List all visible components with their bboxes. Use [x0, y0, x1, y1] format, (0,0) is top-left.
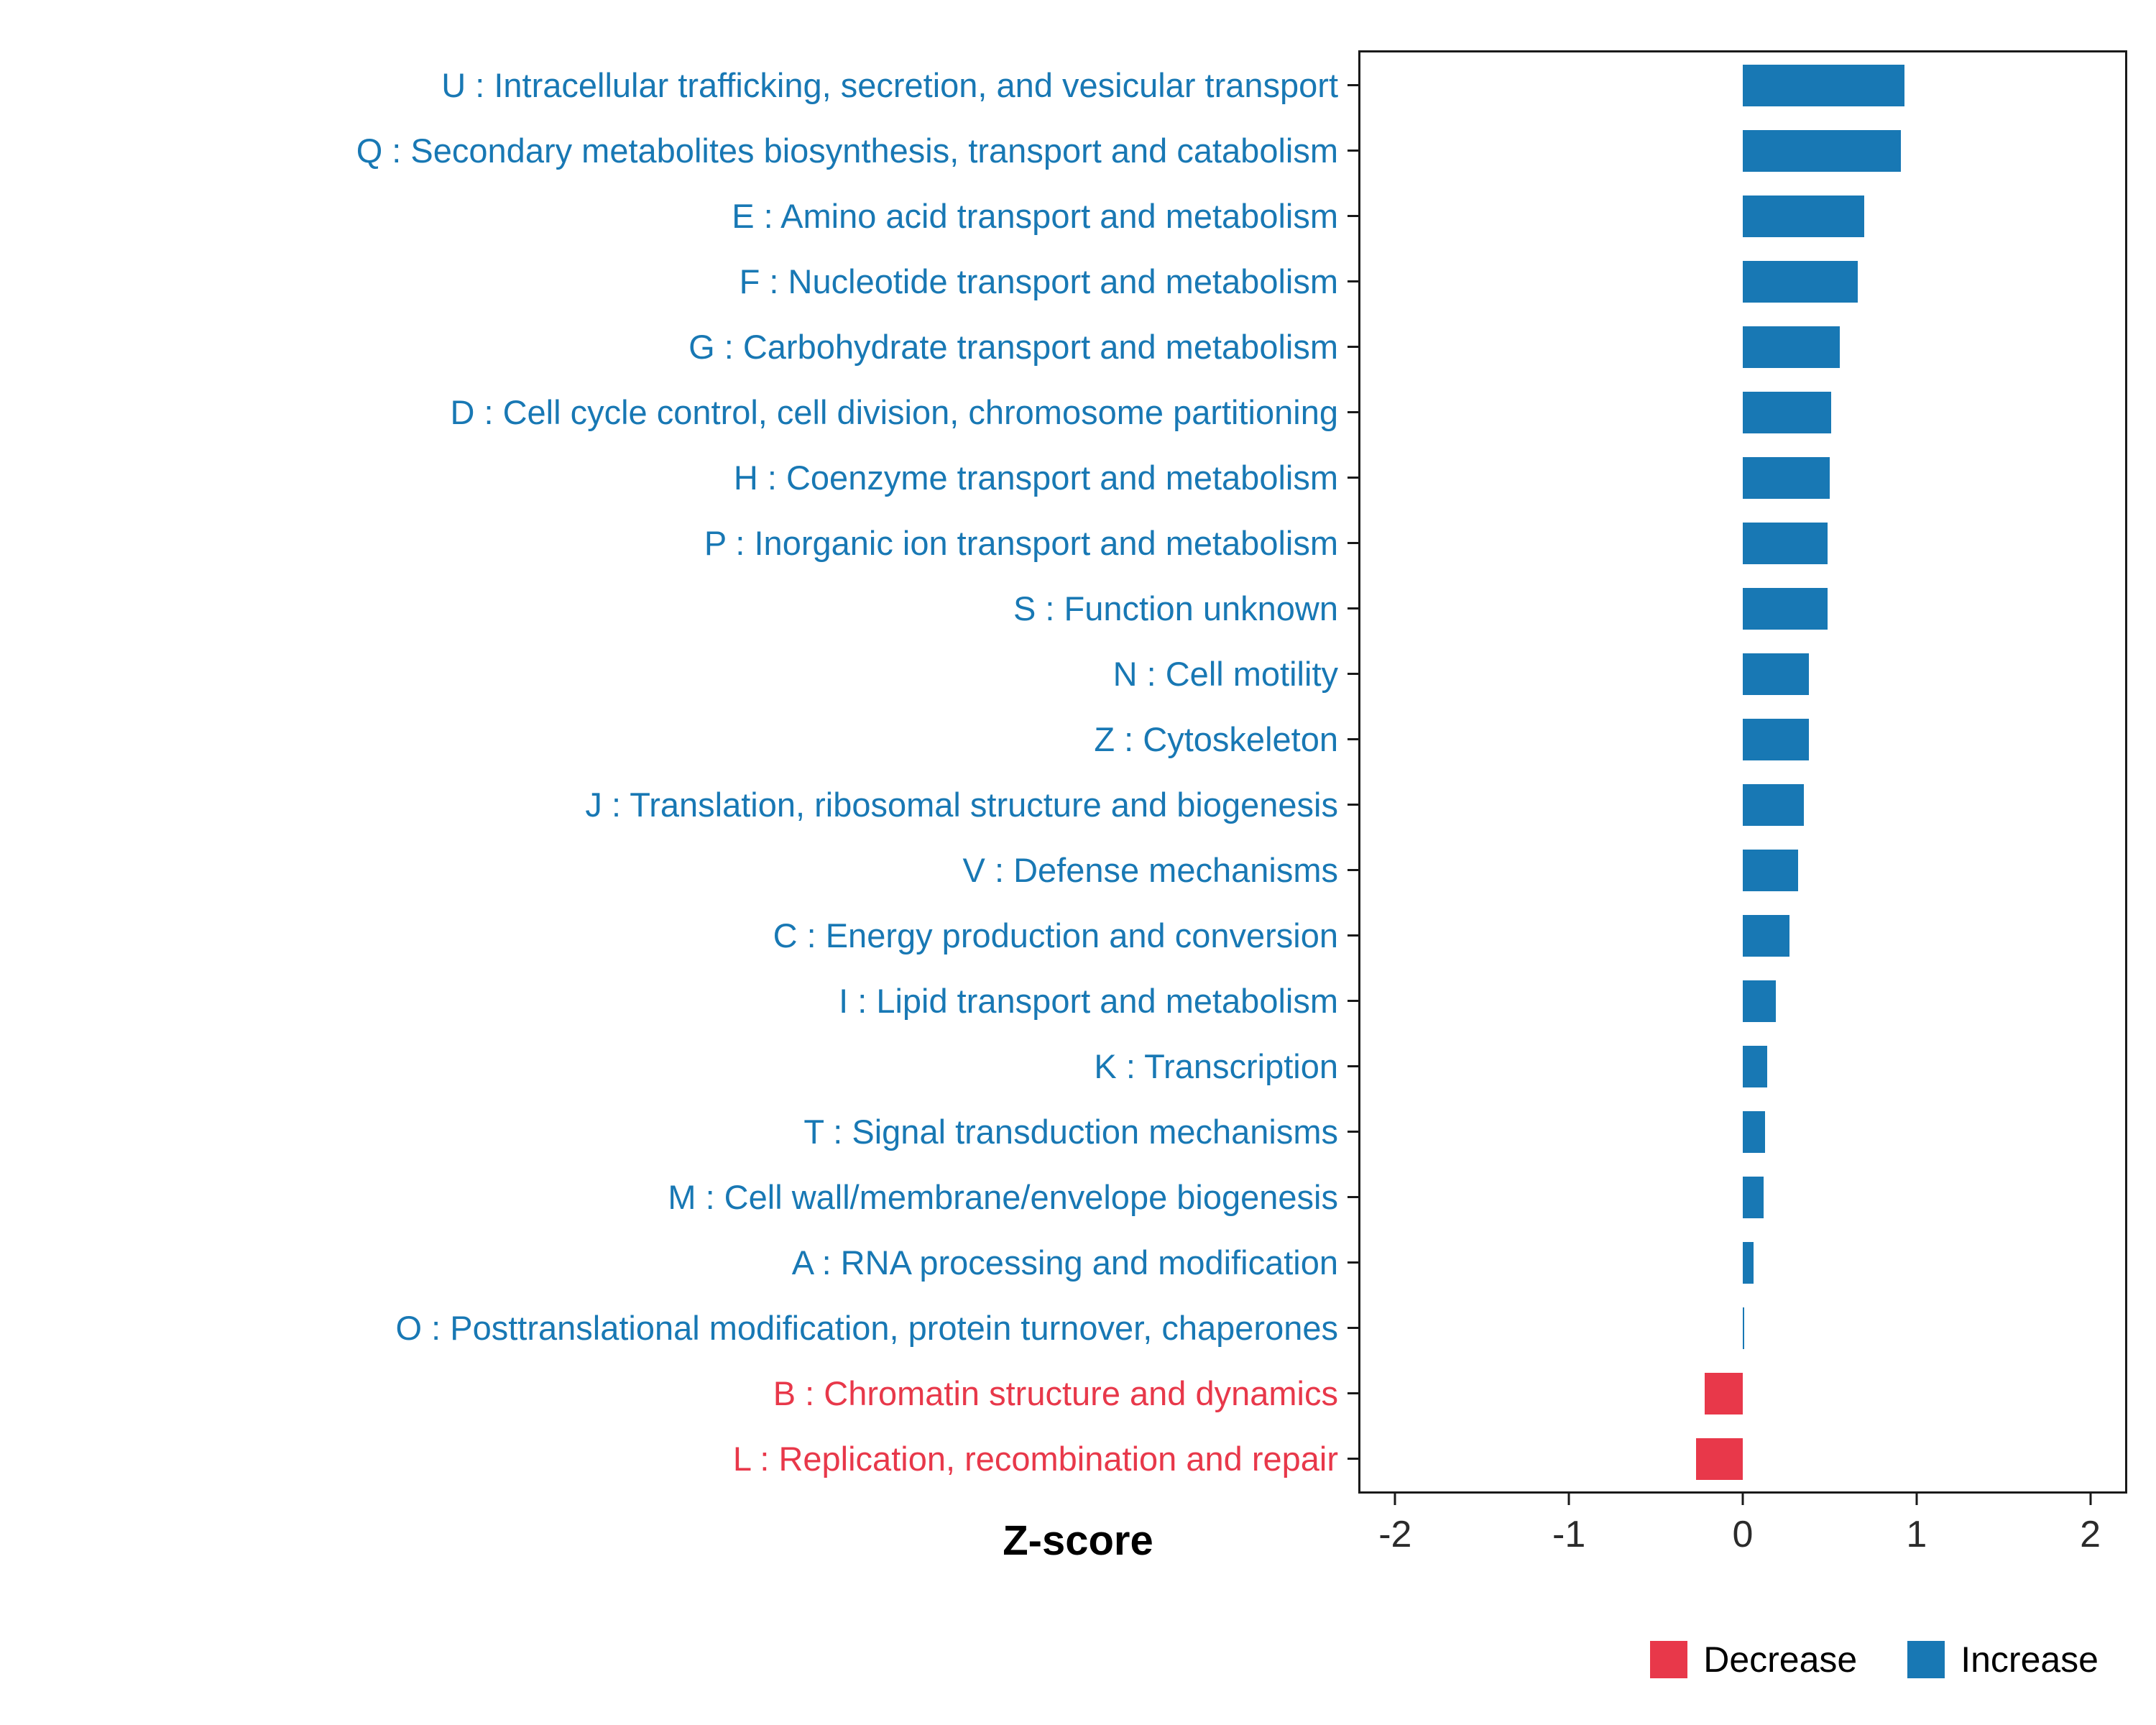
- y-axis-tick: [1348, 673, 1359, 675]
- y-axis-tick: [1348, 1065, 1359, 1067]
- y-axis-tick: [1348, 411, 1359, 413]
- category-label: N : Cell motility: [1112, 655, 1338, 693]
- bar: [1743, 1045, 1767, 1087]
- category-label: V : Defense mechanisms: [962, 851, 1338, 889]
- x-axis-tick: [1393, 1494, 1396, 1505]
- category-label: E : Amino acid transport and metabolism: [732, 197, 1338, 235]
- category-label: Q : Secondary metabolites biosynthesis, …: [356, 132, 1338, 170]
- legend-item-decrease: Decrease: [1650, 1639, 1857, 1680]
- y-axis-tick: [1348, 542, 1359, 544]
- y-axis-tick: [1348, 1392, 1359, 1394]
- x-axis-title: Z-score: [1003, 1517, 1153, 1564]
- category-label: T : Signal transduction mechanisms: [803, 1113, 1338, 1151]
- category-label: J : Translation, ribosomal structure and…: [585, 786, 1338, 824]
- bar: [1743, 522, 1828, 564]
- bar: [1743, 587, 1828, 630]
- bar: [1743, 849, 1799, 891]
- x-axis-tick: [1915, 1494, 1918, 1505]
- decrease-swatch: [1650, 1641, 1688, 1678]
- category-label: Z : Cytoskeleton: [1094, 720, 1338, 758]
- x-axis-tick-label: 2: [2080, 1514, 2101, 1555]
- legend-label-decrease: Decrease: [1703, 1639, 1858, 1680]
- y-axis-tick: [1348, 1458, 1359, 1460]
- y-axis-tick: [1348, 477, 1359, 479]
- category-labels: U : Intracellular trafficking, secretion…: [22, 50, 1358, 1494]
- bar: [1743, 1307, 1745, 1349]
- bar: [1743, 195, 1865, 237]
- bar: [1743, 260, 1858, 303]
- y-axis-tick: [1348, 1196, 1359, 1198]
- y-axis-tick: [1348, 869, 1359, 871]
- y-axis-tick: [1348, 1000, 1359, 1002]
- bar: [1743, 1176, 1764, 1218]
- y-axis-tick: [1348, 1261, 1359, 1264]
- y-axis-tick: [1348, 738, 1359, 740]
- y-axis-tick: [1348, 607, 1359, 610]
- category-label: F : Nucleotide transport and metabolism: [739, 262, 1338, 300]
- bar: [1743, 718, 1809, 760]
- y-axis-tick: [1348, 346, 1359, 348]
- x-axis-tick: [2089, 1494, 2092, 1505]
- y-axis-tick: [1348, 84, 1359, 86]
- bar: [1704, 1372, 1743, 1414]
- category-label: G : Carbohydrate transport and metabolis…: [688, 328, 1338, 366]
- x-axis-tick: [1567, 1494, 1570, 1505]
- x-axis-tick-label: 1: [1906, 1514, 1927, 1555]
- y-axis-tick: [1348, 804, 1359, 806]
- bar: [1743, 456, 1830, 499]
- category-label: K : Transcription: [1094, 1047, 1338, 1085]
- y-axis-tick: [1348, 1131, 1359, 1133]
- category-label: P : Inorganic ion transport and metaboli…: [704, 524, 1338, 562]
- legend-item-increase: Increase: [1907, 1639, 2099, 1680]
- x-axis-tick-label: -1: [1552, 1514, 1586, 1555]
- bar: [1743, 783, 1804, 826]
- category-label: U : Intracellular trafficking, secretion…: [441, 66, 1338, 104]
- category-label: S : Function unknown: [1013, 589, 1338, 627]
- x-axis-tick-label: 0: [1732, 1514, 1754, 1555]
- bar: [1743, 653, 1809, 695]
- y-axis-tick: [1348, 215, 1359, 217]
- bar: [1743, 391, 1832, 433]
- legend: Decrease Increase: [1650, 1639, 2099, 1680]
- category-label: H : Coenzyme transport and metabolism: [733, 459, 1338, 497]
- category-label: M : Cell wall/membrane/envelope biogenes…: [668, 1178, 1338, 1216]
- bar: [1743, 1110, 1766, 1153]
- y-axis-tick: [1348, 1327, 1359, 1329]
- category-label: A : RNA processing and modification: [791, 1243, 1338, 1282]
- category-label: D : Cell cycle control, cell division, c…: [450, 393, 1338, 431]
- legend-label-increase: Increase: [1961, 1639, 2099, 1680]
- bar: [1743, 980, 1776, 1022]
- y-axis-tick: [1348, 150, 1359, 152]
- bar: [1743, 64, 1904, 106]
- y-axis-tick: [1348, 934, 1359, 937]
- x-axis-tick: [1741, 1494, 1744, 1505]
- bar: [1695, 1438, 1743, 1480]
- chart-area: U : Intracellular trafficking, secretion…: [22, 50, 2127, 1555]
- bar: [1743, 914, 1790, 957]
- plot-panel: -2 -1 0 1 2: [1348, 50, 2127, 1555]
- x-axis-tick-label: -2: [1378, 1514, 1412, 1555]
- category-label: L : Replication, recombination and repai…: [732, 1440, 1338, 1478]
- category-label: O : Posttranslational modification, prot…: [395, 1309, 1338, 1347]
- bar: [1743, 1241, 1754, 1284]
- category-label: I : Lipid transport and metabolism: [839, 982, 1338, 1020]
- increase-swatch: [1907, 1641, 1945, 1678]
- category-label: B : Chromatin structure and dynamics: [773, 1374, 1338, 1412]
- y-axis-tick: [1348, 280, 1359, 282]
- bar: [1743, 129, 1902, 172]
- bar: [1743, 326, 1841, 368]
- category-label: C : Energy production and conversion: [773, 916, 1338, 954]
